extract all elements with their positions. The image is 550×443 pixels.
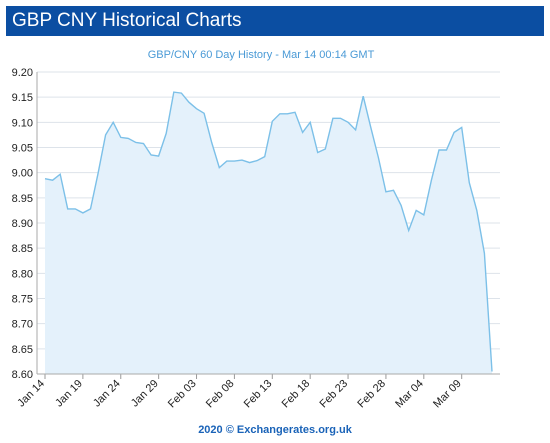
axes bbox=[36, 72, 500, 375]
source-credit: 2020 © Exchangerates.org.uk bbox=[198, 424, 352, 436]
y-tick-label: 8.95 bbox=[12, 193, 33, 205]
y-tick-label: 9.10 bbox=[12, 117, 33, 129]
line-chart: GBP/CNY 60 Day History - Mar 14 00:14 GM… bbox=[12, 49, 500, 410]
chart-title: GBP/CNY 60 Day History - Mar 14 00:14 GM… bbox=[148, 49, 375, 61]
x-tick-label: Feb 23 bbox=[317, 378, 350, 411]
x-tick-label: Jan 24 bbox=[91, 378, 123, 410]
x-tick-label: Feb 28 bbox=[355, 378, 388, 411]
series-area-fill bbox=[45, 92, 492, 374]
x-tick-label: Jan 14 bbox=[15, 378, 47, 410]
x-tick-label: Feb 18 bbox=[280, 378, 313, 411]
series-line bbox=[44, 91, 493, 372]
page-title: GBP CNY Historical Charts bbox=[6, 6, 544, 36]
x-axis-ticks: Jan 14 Jan 19 Jan 24 Jan 29 Feb 03 Feb 08 Feb … bbox=[15, 374, 464, 410]
x-tick-label: Feb 13 bbox=[242, 378, 275, 411]
y-tick-label: 8.60 bbox=[12, 369, 33, 381]
y-tick-label: 8.85 bbox=[12, 243, 33, 255]
y-tick-label: 8.80 bbox=[12, 268, 33, 280]
x-tick-label: Mar 04 bbox=[393, 378, 426, 411]
y-tick-label: 8.70 bbox=[12, 319, 33, 331]
y-axis-ticks: 9.20 9.15 9.10 9.05 9.00 8.95 8.90 8.85 8.80 8.75… bbox=[12, 67, 33, 381]
x-tick-label: Feb 08 bbox=[204, 378, 237, 411]
x-tick-label: Jan 19 bbox=[53, 378, 85, 410]
y-tick-label: 9.20 bbox=[12, 67, 33, 79]
y-tick-label: 8.75 bbox=[12, 294, 33, 306]
y-tick-label: 9.00 bbox=[12, 168, 33, 180]
x-tick-label: Mar 09 bbox=[431, 378, 464, 411]
y-tick-label: 8.65 bbox=[12, 344, 33, 356]
chart-container: GBP/CNY 60 Day History - Mar 14 00:14 GM… bbox=[0, 36, 550, 443]
x-tick-label: Feb 03 bbox=[166, 378, 199, 411]
y-tick-label: 9.15 bbox=[12, 92, 33, 104]
y-tick-label: 9.05 bbox=[12, 143, 33, 155]
x-tick-label: Jan 29 bbox=[129, 378, 161, 410]
y-tick-label: 8.90 bbox=[12, 218, 33, 230]
